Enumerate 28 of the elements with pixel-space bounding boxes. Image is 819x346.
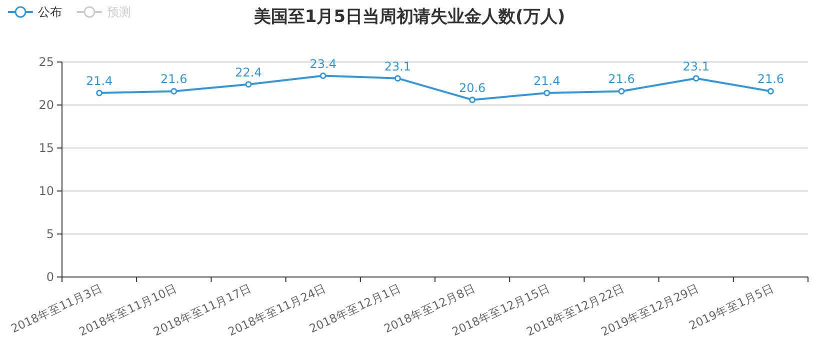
point (618, 88, 625, 94)
y-tick-label: 20 (38, 98, 54, 112)
point (692, 75, 700, 82)
data-label: 22.4 (235, 65, 262, 80)
data-label: 23.4 (310, 56, 336, 71)
y-tick-label: 0 (46, 270, 54, 284)
data-label: 21.4 (86, 74, 113, 88)
data-label: 21.6 (757, 72, 784, 86)
y-tick-label: 25 (38, 55, 54, 69)
point (170, 88, 178, 94)
point (394, 75, 401, 82)
y-tick-label: 10 (38, 184, 54, 198)
data-label: 20.6 (458, 80, 486, 95)
point (96, 90, 103, 96)
point (320, 72, 326, 80)
legend-label: 公布 (38, 5, 62, 19)
data-label: 23.1 (384, 59, 412, 74)
chart-title: 美国至1月5日当周初请失业金人数(万人) (252, 7, 566, 27)
y-tick-label: 5 (46, 227, 54, 241)
point (245, 81, 252, 88)
data-label: 21.6 (608, 72, 635, 86)
point (767, 88, 774, 94)
data-label: 21.6 (160, 72, 188, 86)
point (469, 96, 476, 104)
point (544, 90, 550, 96)
data-label: 21.4 (534, 74, 560, 88)
data-label: 23.1 (682, 59, 710, 74)
y-tick-label: 15 (38, 141, 54, 155)
